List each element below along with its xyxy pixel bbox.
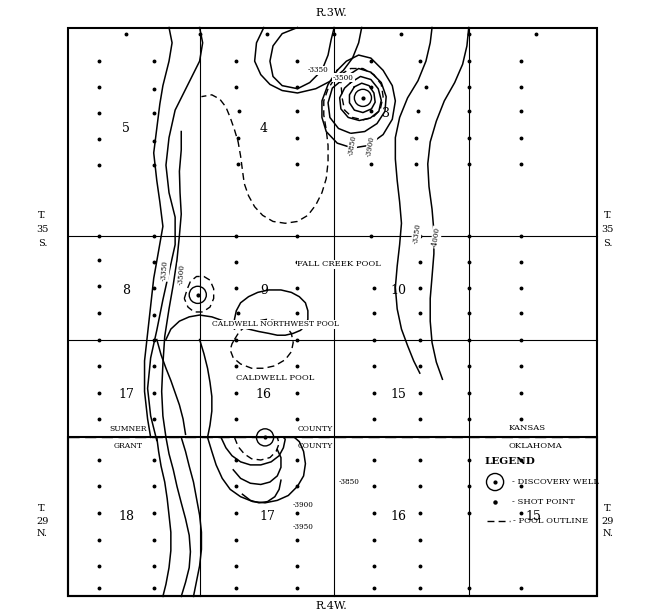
Text: S.: S. [603,239,612,248]
Text: R.3W.: R.3W. [315,9,347,18]
Text: T.: T. [603,211,612,220]
Text: -3850: -3850 [347,135,358,157]
Text: 8: 8 [122,284,130,297]
Text: N.: N. [602,529,613,538]
Text: 16: 16 [391,510,406,523]
Text: -4000: -4000 [431,226,442,248]
Text: -3900: -3900 [293,501,314,509]
Text: T.: T. [603,504,612,513]
Text: 15: 15 [525,510,541,523]
Text: -3900: -3900 [365,136,376,158]
Text: LEGEND: LEGEND [484,457,535,466]
Text: 35: 35 [36,225,49,234]
Text: FALL CREEK POOL: FALL CREEK POOL [298,260,382,268]
Text: CALDWELL POOL: CALDWELL POOL [237,374,315,382]
Text: -3500: -3500 [333,73,354,81]
Text: 29: 29 [601,517,614,526]
Text: OKLAHOMA: OKLAHOMA [508,442,562,450]
Text: T.: T. [38,504,47,513]
Text: 3: 3 [382,106,390,120]
Text: COUNTY: COUNTY [298,425,333,433]
Text: 9: 9 [260,284,268,297]
Text: 10: 10 [391,284,406,297]
Text: 16: 16 [256,388,272,401]
Text: KANSAS: KANSAS [508,425,545,433]
Text: CALDWELL NORTHWEST POOL: CALDWELL NORTHWEST POOL [212,320,339,328]
Text: 15: 15 [391,388,406,401]
Text: N.: N. [37,529,48,538]
Text: R.4W.: R.4W. [315,600,347,611]
Text: 35: 35 [601,225,614,234]
Text: S.: S. [38,239,47,248]
Text: SUMNER: SUMNER [109,425,147,433]
Text: GRANT: GRANT [114,442,142,450]
Text: -3950: -3950 [293,523,314,531]
Text: COUNTY: COUNTY [298,442,333,450]
Text: - DISCOVERY WELL: - DISCOVERY WELL [512,478,599,486]
Text: - SHOT POINT: - SHOT POINT [512,498,575,506]
Text: -3350: -3350 [160,259,170,281]
Bar [68,28,597,597]
Text: -3350: -3350 [411,223,422,245]
Text: 17: 17 [259,510,275,523]
Text: 5: 5 [122,122,130,135]
Bar [68,438,597,597]
Text: -3350: -3350 [307,66,328,74]
Text: -3850: -3850 [339,478,360,486]
Text: 18: 18 [118,510,134,523]
Text: 29: 29 [36,517,49,526]
Text: 4: 4 [260,122,268,135]
Text: 17: 17 [118,388,134,401]
Text: - POOL OUTLINE: - POOL OUTLINE [514,517,588,525]
Text: -3500: -3500 [176,263,186,285]
Text: T.: T. [38,211,47,220]
